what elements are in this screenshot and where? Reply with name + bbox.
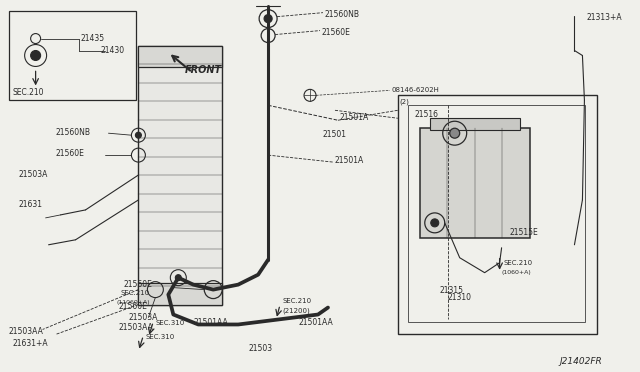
- Circle shape: [175, 275, 181, 280]
- Text: 21501AA: 21501AA: [193, 318, 228, 327]
- Text: 21560NB: 21560NB: [56, 128, 91, 137]
- Bar: [420, 128, 529, 238]
- Text: 21310: 21310: [448, 293, 472, 302]
- Text: 21516: 21516: [415, 110, 439, 119]
- Bar: [138, 45, 222, 305]
- Text: 21631: 21631: [19, 200, 43, 209]
- Bar: [398, 95, 597, 334]
- Circle shape: [31, 51, 40, 61]
- Text: SEC.210: SEC.210: [120, 290, 150, 296]
- Bar: [138, 45, 222, 67]
- Text: SEC.210: SEC.210: [504, 260, 532, 266]
- Text: (2): (2): [400, 98, 410, 105]
- Text: 21430: 21430: [100, 45, 125, 55]
- Text: SEC.210: SEC.210: [282, 298, 311, 304]
- Text: 21501AA: 21501AA: [298, 318, 333, 327]
- Text: 21503AA: 21503AA: [118, 324, 154, 333]
- Text: 21503A: 21503A: [129, 312, 158, 321]
- Text: 21503: 21503: [248, 344, 272, 353]
- Circle shape: [264, 15, 272, 23]
- Text: 21501: 21501: [323, 130, 347, 139]
- Text: (1060+A): (1060+A): [502, 270, 531, 275]
- Bar: [430, 118, 520, 130]
- Text: FRONT: FRONT: [186, 65, 223, 76]
- Circle shape: [450, 128, 460, 138]
- Bar: [9, 11, 136, 100]
- Text: 21560NB: 21560NB: [325, 10, 360, 19]
- Text: 08146-6202H: 08146-6202H: [392, 87, 440, 93]
- Text: 21501A: 21501A: [340, 113, 369, 122]
- Bar: [408, 105, 586, 323]
- Text: 21313+A: 21313+A: [586, 13, 622, 22]
- Text: 21435: 21435: [81, 33, 105, 42]
- Text: (21200): (21200): [282, 308, 310, 314]
- Text: (11060+A): (11060+A): [116, 299, 150, 305]
- Text: 21560E: 21560E: [124, 280, 152, 289]
- Text: 21501A: 21501A: [335, 156, 364, 165]
- Text: 21560E: 21560E: [118, 302, 147, 311]
- Text: 21560E: 21560E: [322, 28, 351, 36]
- Text: 21503AA: 21503AA: [9, 327, 44, 336]
- Text: SEC.210: SEC.210: [13, 89, 44, 97]
- Text: 21515E: 21515E: [509, 228, 538, 237]
- Text: SEC.310: SEC.310: [156, 321, 184, 327]
- Text: 21560E: 21560E: [56, 149, 84, 158]
- Text: 21315: 21315: [440, 286, 464, 295]
- Text: SEC.310: SEC.310: [145, 334, 175, 340]
- Circle shape: [431, 219, 439, 227]
- Text: 21503A: 21503A: [19, 170, 48, 179]
- Bar: [138, 283, 222, 305]
- Text: 21631+A: 21631+A: [13, 339, 48, 349]
- Text: J21402FR: J21402FR: [559, 357, 602, 366]
- Circle shape: [136, 132, 141, 138]
